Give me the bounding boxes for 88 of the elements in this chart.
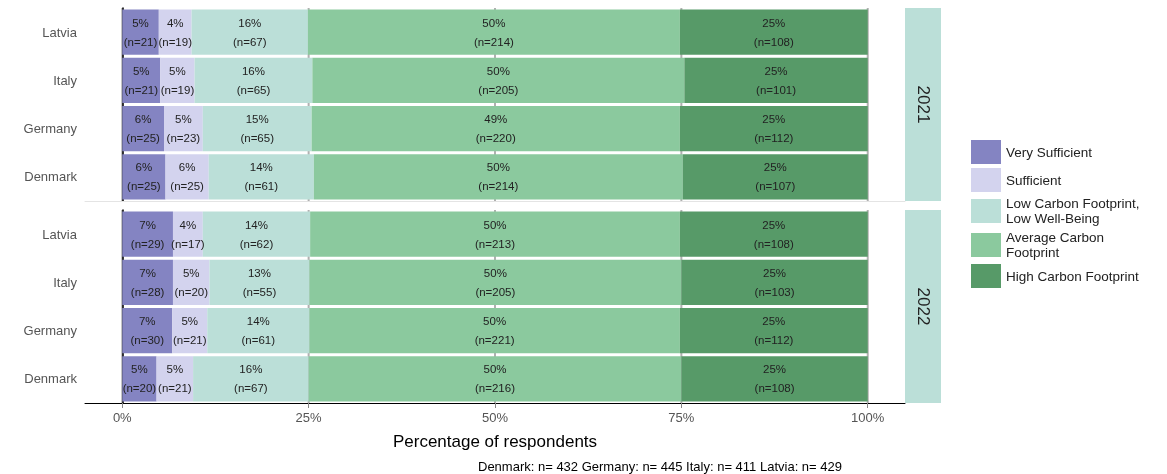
x-tick-label: 75% [668, 410, 695, 425]
data-label: 15% (n=65) [240, 113, 275, 145]
bar [681, 356, 868, 402]
legend-label: Average Carbon Footprint [1006, 230, 1108, 260]
data-label: 50% (n=205) [475, 266, 516, 298]
bar [309, 307, 680, 354]
data-label: 25% (n=108) [753, 16, 794, 48]
data-label: 5% (n=21) [123, 16, 158, 48]
bar [679, 9, 868, 55]
text: Denmark: n= 432 Germany: n= 445 Italy: n= 411 Latvia: n= 429 [478, 458, 842, 474]
bar [311, 105, 680, 152]
data-label: 14% (n=61) [241, 315, 276, 347]
data-label: 50% (n=221) [474, 315, 515, 347]
data-label: 14% (n=61) [244, 161, 279, 193]
data-label: 49% (n=220) [475, 113, 516, 145]
data-label: 13% (n=55) [242, 266, 277, 298]
data-label: 5% (n=21) [158, 363, 192, 395]
x-tick-label: 100% [851, 410, 885, 425]
data-label: 50% (n=216) [475, 363, 516, 395]
bar [207, 307, 310, 354]
legend-label: Low Carbon Footprint, Low Well-Being [1006, 196, 1144, 226]
data-label: 16% (n=67) [234, 363, 268, 395]
x-tick-label: 50% [481, 410, 509, 425]
data-label: 25% (n=107) [755, 161, 796, 193]
data-label: 25% (n=112) [754, 315, 794, 347]
bar [681, 259, 868, 306]
bar [682, 154, 868, 200]
bar [202, 211, 311, 257]
data-label: 6% (n=25) [170, 161, 205, 193]
data-label: 50% (n=213) [475, 218, 516, 250]
bar [684, 57, 868, 104]
y-tick-label: Denmark [24, 371, 78, 387]
data-label: 5% (n=23) [166, 113, 201, 145]
data-label: 16% (n=65) [236, 64, 271, 96]
bar [193, 356, 309, 402]
data-label: 14% (n=62) [239, 218, 274, 250]
bar [307, 9, 680, 55]
y-tick-label: Denmark [24, 169, 78, 185]
data-label: 7% (n=28) [130, 266, 165, 298]
data-label: 5% (n=20) [174, 266, 209, 298]
x-tick-label: 0% [112, 410, 133, 425]
bar [194, 57, 313, 104]
x-tick-label: 25% [295, 410, 323, 425]
data-label: 25% (n=103) [754, 266, 795, 298]
data-label: 25% (n=108) [753, 218, 794, 250]
data-label: 50% (n=214) [478, 161, 519, 193]
bar [208, 154, 314, 200]
y-tick-label: Germany [23, 121, 78, 137]
y-tick-label: Italy [53, 72, 78, 88]
bar [312, 57, 685, 104]
y-tick-label: Germany [23, 323, 78, 339]
bar [679, 307, 868, 354]
legend-label: High Carbon Footprint [1006, 268, 1140, 284]
data-label: 50% (n=214) [473, 16, 515, 48]
bar [309, 259, 682, 306]
bar [122, 211, 173, 257]
bar [308, 356, 682, 402]
data-label: 7% (n=29) [130, 218, 165, 250]
bar [679, 211, 868, 257]
data-label: 5% (n=21) [172, 315, 207, 347]
legend-label: Very Sufficient [1006, 144, 1093, 160]
bar [679, 105, 868, 152]
x-axis-title: Percentage of respondents [392, 432, 598, 451]
y-tick-label: Latvia [42, 24, 78, 40]
data-label: 25% (n=101) [756, 64, 797, 96]
bar [202, 105, 312, 152]
data-label: 5% (n=19) [160, 64, 195, 96]
data-label: 6% (n=25) [127, 161, 161, 193]
y-tick-label: Italy [53, 274, 78, 290]
bar [313, 154, 683, 200]
y-tick-label: Latvia [42, 226, 78, 242]
data-label: 5% (n=20) [122, 363, 157, 395]
data-label: 50% (n=205) [478, 64, 519, 96]
data-label: 16% (n=67) [232, 16, 267, 48]
data-label: 25% (n=112) [754, 113, 794, 145]
data-label: 6% (n=25) [126, 113, 161, 145]
data-label: 5% (n=21) [124, 64, 159, 96]
bar [191, 9, 308, 55]
legend-label: Sufficient [1006, 172, 1062, 188]
bar [209, 259, 310, 306]
text: 2022 [913, 287, 933, 326]
text: 2021 [913, 85, 933, 124]
data-label: 4% (n=19) [158, 16, 193, 48]
data-label: 25% (n=108) [754, 363, 795, 395]
bar [310, 211, 680, 257]
data-label: 7% (n=30) [130, 315, 165, 347]
bar [122, 154, 166, 200]
data-label: 4% (n=17) [171, 218, 205, 250]
